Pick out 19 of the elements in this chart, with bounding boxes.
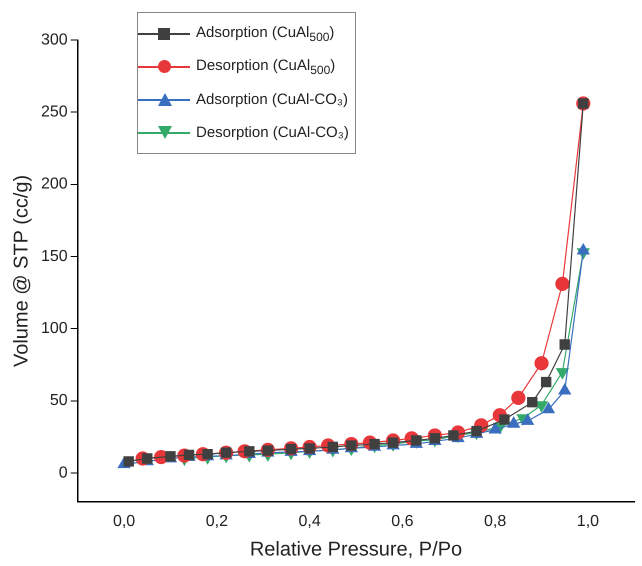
legend-label: Desorption (CuAl$_{500}$) bbox=[196, 56, 336, 76]
x-tick-label: 1,0 bbox=[576, 512, 600, 530]
x-tick-label: 0,6 bbox=[391, 512, 414, 530]
x-axis-title: Relative Pressure, P/Po bbox=[250, 538, 462, 561]
x-tick-label: 0,4 bbox=[298, 512, 321, 530]
y-axis-title: Volume @ STP (cc/g) bbox=[10, 174, 33, 368]
legend-label: Desorption (CuAl-CO₃) bbox=[196, 124, 349, 141]
y-tick-label: 0 bbox=[58, 464, 68, 482]
x-tick-label: 0,8 bbox=[484, 512, 506, 530]
x-tick-label: 0,0 bbox=[112, 512, 136, 530]
y-tick-label: 50 bbox=[50, 392, 68, 410]
y-tick-label: 200 bbox=[40, 176, 68, 193]
y-tick-label: 300 bbox=[40, 31, 68, 48]
y-tick-label: 150 bbox=[40, 248, 68, 265]
y-tick-label: 100 bbox=[40, 320, 68, 338]
y-tick-label: 250 bbox=[40, 104, 68, 121]
legend-label: Adsorption (CuAl$_{500}$) bbox=[196, 24, 334, 44]
legend-label: Adsorption (CuAl-CO₃) bbox=[196, 91, 348, 108]
x-tick-label: 0,2 bbox=[206, 512, 228, 530]
